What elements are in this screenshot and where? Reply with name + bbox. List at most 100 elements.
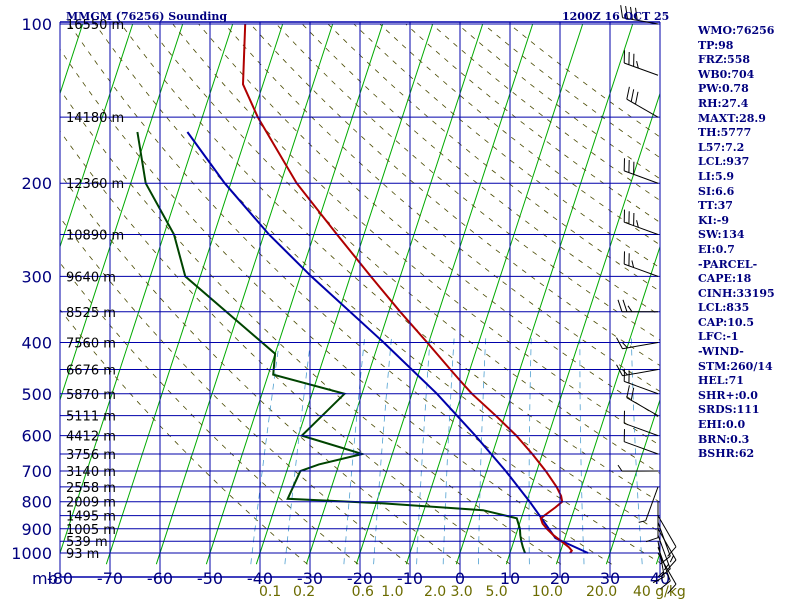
temperature-tick-label: 30 <box>600 569 620 588</box>
wind-barb <box>626 385 659 417</box>
wind-barb-feather <box>667 559 677 570</box>
temperature-tick-label: 0 <box>455 569 465 588</box>
index-item: -PARCEL- <box>698 257 758 271</box>
height-label: 5870 m <box>66 388 116 403</box>
wind-barb-feather <box>626 86 630 100</box>
wind-barb-feather <box>635 91 639 105</box>
wind-barb-feather <box>667 546 677 557</box>
pressure-tick-label: 200 <box>21 174 52 193</box>
wind-barb-staff <box>657 534 671 570</box>
height-label: 1005 m <box>66 523 116 538</box>
wind-barb <box>657 528 677 570</box>
dry-adiabat <box>120 23 660 503</box>
height-label: 93 m <box>66 547 99 562</box>
isotherm-line <box>355 23 534 565</box>
isotherm-line <box>255 23 434 565</box>
index-item: RH:27.4 <box>698 96 749 110</box>
index-item: EI:0.7 <box>698 242 735 256</box>
wind-barb <box>638 486 659 523</box>
wind-barb-staff <box>624 170 659 184</box>
mixing-ratio-label: 0.1 <box>259 584 281 600</box>
isotherm-line <box>60 23 184 402</box>
height-label: 2558 m <box>66 481 116 496</box>
wind-barb <box>623 209 659 235</box>
isotherm-line <box>105 23 284 565</box>
wind-barb-staff <box>622 17 659 25</box>
dry-adiabat <box>146 23 660 474</box>
chart-title: MMGM (76256) Sounding <box>66 10 227 23</box>
pressure-tick-label: 300 <box>21 267 52 286</box>
wind-barb-staff <box>622 341 659 350</box>
wind-barb <box>652 541 665 584</box>
wind-barb-staff <box>657 515 677 548</box>
dry-adiabat <box>60 173 460 565</box>
mixing-ratio-label: 20.0 <box>586 584 617 600</box>
index-item: CINH:33195 <box>698 286 775 300</box>
temperature-tick-label: 20 <box>550 569 570 588</box>
wind-barb <box>616 364 659 377</box>
temperature-tick-label: -10 <box>397 569 423 588</box>
height-label: 12360 m <box>66 177 124 192</box>
wind-barb-feather <box>630 89 635 102</box>
wind-barb-feather <box>657 571 664 578</box>
isotherm-line <box>555 245 660 565</box>
isotherm-line <box>405 23 584 565</box>
wind-barb-staff <box>624 441 659 455</box>
dry-adiabat <box>60 48 612 565</box>
height-label: 7560 m <box>66 336 116 351</box>
isotherm-line <box>455 23 634 565</box>
index-item: LFC:-1 <box>698 330 739 344</box>
wind-barb <box>657 534 671 578</box>
wind-barb-staff <box>624 62 659 76</box>
wind-barb-feather <box>638 520 646 523</box>
wind-barb-feather <box>625 6 628 19</box>
dry-adiabat <box>60 130 511 565</box>
mixing-ratio-label: 5.0 <box>485 584 507 600</box>
temperature-tick-label: -20 <box>347 569 373 588</box>
wind-barb-staff <box>624 380 659 395</box>
height-label: 5111 m <box>66 410 116 425</box>
temperature-tick-label: -50 <box>197 569 223 588</box>
wind-barb-feather <box>645 537 659 543</box>
index-item: HEL:71 <box>698 374 744 388</box>
wind-barb <box>626 86 659 118</box>
height-label: 4412 m <box>66 430 116 445</box>
wind-barb-staff <box>657 528 677 561</box>
index-item: KI:-9 <box>698 213 729 227</box>
isotherm-line <box>60 23 134 249</box>
dry-adiabat <box>60 262 359 565</box>
dry-adiabat <box>94 23 660 533</box>
index-item: BRN:0.3 <box>698 432 750 446</box>
wind-barb-staff <box>622 369 659 377</box>
dry-adiabat <box>60 216 410 565</box>
wind-barb <box>617 299 659 313</box>
mixing-ratio-label: 0.2 <box>293 584 315 600</box>
pressure-tick-label: 800 <box>21 493 52 512</box>
height-label: 539 m <box>66 535 108 550</box>
dry-adiabat <box>68 23 660 564</box>
wind-barb <box>617 464 659 472</box>
wind-barb-feather <box>630 6 633 20</box>
pressure-tick-label: 700 <box>21 462 52 481</box>
dry-adiabat <box>224 23 660 392</box>
axis-unit-label: mb <box>32 569 58 588</box>
wind-barb <box>623 429 659 455</box>
wind-barb-feather <box>630 387 635 401</box>
wind-barb <box>645 501 659 543</box>
wind-barb-feather <box>616 337 623 349</box>
index-item: LCL:937 <box>698 155 750 169</box>
mixing-ratio-label: 3.0 <box>450 584 472 600</box>
dry-adiabat <box>60 88 562 565</box>
index-item: FRZ:558 <box>698 53 751 67</box>
wind-barb-feather <box>622 342 628 349</box>
isotherm-line <box>60 23 234 555</box>
wind-barbs <box>616 5 677 594</box>
wind-barb-staff <box>657 522 671 557</box>
index-item: CAP:10.5 <box>698 315 755 329</box>
wind-barb <box>657 515 677 557</box>
wind-barb-staff <box>624 422 659 437</box>
grid-frame <box>59 21 661 578</box>
index-item: -WIND- <box>698 345 744 359</box>
